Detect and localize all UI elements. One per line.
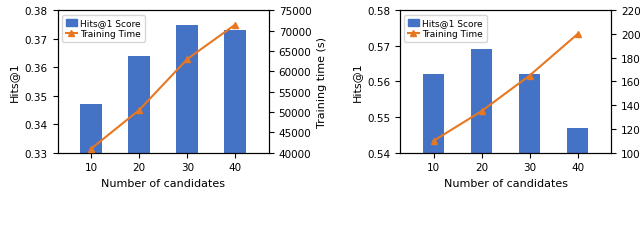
Training Time (184, 58, 191, 61)
Line: Training Time: Training Time (88, 22, 239, 152)
Bar (519, 75, 540, 225)
Training Time (232, 24, 239, 27)
Training Time (573, 34, 581, 36)
Training Time (477, 110, 485, 113)
Bar (471, 50, 492, 225)
Bar (567, 128, 588, 225)
Y-axis label: Hits@1: Hits@1 (9, 62, 19, 102)
Bar (81, 105, 102, 225)
Bar (422, 75, 444, 225)
Legend: Hits@1 Score, Training Time: Hits@1 Score, Training Time (62, 16, 145, 43)
Training Time (136, 109, 143, 112)
Bar (129, 57, 150, 225)
Line: Training Time: Training Time (430, 32, 581, 145)
Y-axis label: Training time (s): Training time (s) (317, 37, 327, 127)
X-axis label: Number of candidates: Number of candidates (101, 178, 225, 188)
Bar (225, 31, 246, 225)
Training Time (88, 148, 95, 150)
Bar (177, 25, 198, 225)
X-axis label: Number of candidates: Number of candidates (444, 178, 568, 188)
Y-axis label: Hits@1: Hits@1 (351, 62, 362, 102)
Legend: Hits@1 Score, Training Time: Hits@1 Score, Training Time (404, 16, 487, 43)
Training Time (429, 140, 437, 142)
Training Time (525, 75, 533, 78)
